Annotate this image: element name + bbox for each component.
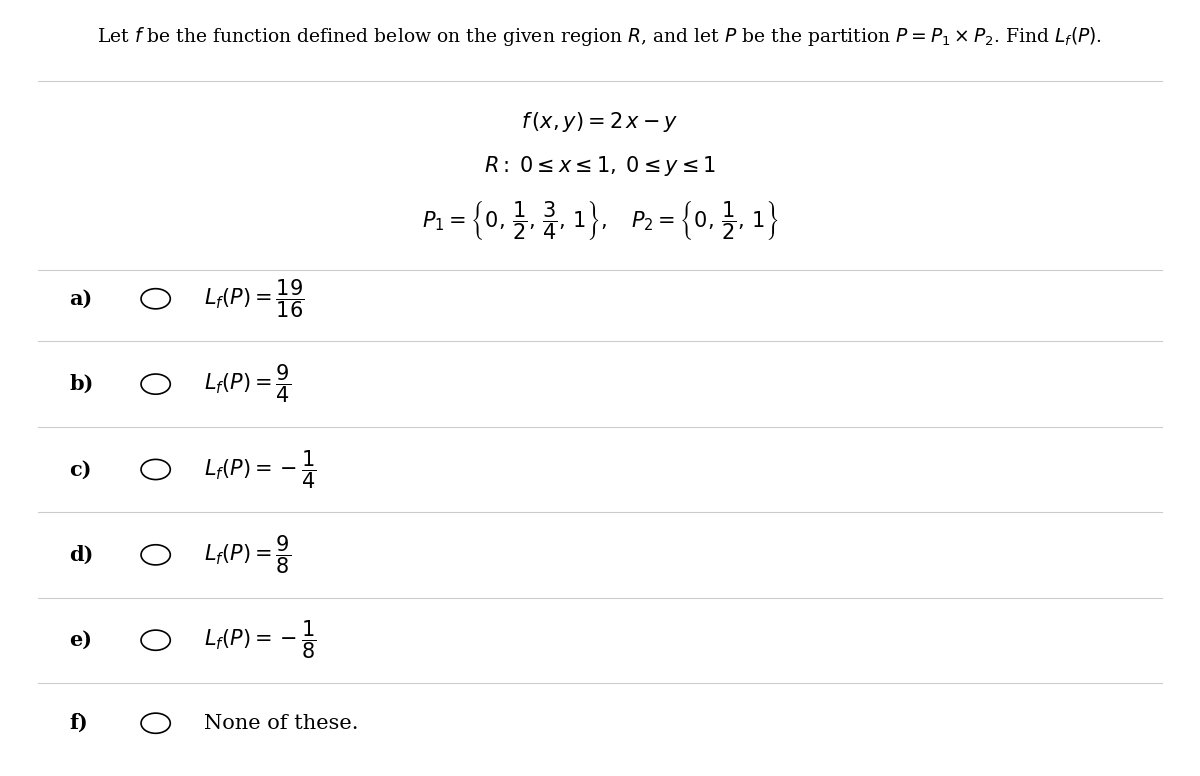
Text: a): a) — [70, 289, 92, 309]
Text: d): d) — [70, 545, 94, 565]
Text: $f\,(x, y) = 2\,x - y$: $f\,(x, y) = 2\,x - y$ — [521, 110, 679, 134]
Text: $L_f(P) = -\dfrac{1}{8}$: $L_f(P) = -\dfrac{1}{8}$ — [204, 619, 317, 661]
Text: e): e) — [70, 630, 92, 650]
Text: None of these.: None of these. — [204, 714, 359, 733]
Text: $R:\; 0 \leq x \leq 1,\; 0 \leq y \leq 1$: $R:\; 0 \leq x \leq 1,\; 0 \leq y \leq 1… — [484, 154, 716, 178]
Text: $L_f(P) = \dfrac{19}{16}$: $L_f(P) = \dfrac{19}{16}$ — [204, 278, 305, 320]
Text: f): f) — [70, 713, 88, 733]
Text: c): c) — [70, 459, 91, 480]
Text: $L_f(P) = -\dfrac{1}{4}$: $L_f(P) = -\dfrac{1}{4}$ — [204, 449, 317, 490]
Text: b): b) — [70, 374, 94, 394]
Text: $P_1 = \left\{0,\, \dfrac{1}{2},\, \dfrac{3}{4},\, 1\right\},\quad P_2 = \left\{: $P_1 = \left\{0,\, \dfrac{1}{2},\, \dfra… — [421, 199, 779, 242]
Text: Let $f$ be the function defined below on the given region $R$, and let $P$ be th: Let $f$ be the function defined below on… — [97, 25, 1103, 48]
Text: $L_f(P) = \dfrac{9}{4}$: $L_f(P) = \dfrac{9}{4}$ — [204, 363, 292, 405]
Text: $L_f(P) = \dfrac{9}{8}$: $L_f(P) = \dfrac{9}{8}$ — [204, 534, 292, 576]
